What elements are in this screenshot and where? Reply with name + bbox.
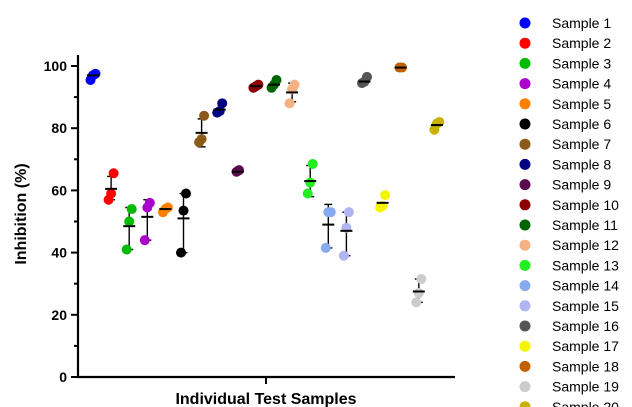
legend-label: Sample 10 xyxy=(552,197,619,213)
legend-label: Sample 13 xyxy=(552,257,619,273)
legend-marker xyxy=(519,381,531,393)
legend-label: Sample 2 xyxy=(552,35,611,51)
legend-marker xyxy=(519,57,531,69)
data-point xyxy=(253,79,264,90)
legend-marker xyxy=(519,320,531,332)
data-point xyxy=(343,207,354,218)
data-point xyxy=(302,188,313,199)
data-point xyxy=(121,244,132,255)
legend-label: Sample 18 xyxy=(552,358,619,374)
y-tick-label-0: 0 xyxy=(59,369,67,385)
data-point xyxy=(196,134,207,145)
data-marks xyxy=(85,62,445,308)
data-point xyxy=(90,68,101,79)
data-point xyxy=(307,158,318,169)
legend-marker xyxy=(519,37,531,49)
legend-label: Sample 11 xyxy=(552,217,618,233)
y-tick-label-20: 20 xyxy=(51,307,67,323)
x-axis-title: Individual Test Samples xyxy=(175,391,356,407)
legend-marker xyxy=(519,340,531,352)
legend: Sample 1 Sample 2 Sample 3 Sample 4 Sample 5… xyxy=(519,15,619,407)
data-point xyxy=(124,216,135,227)
y-axis-title: Inhibition (%) xyxy=(13,163,30,264)
data-point xyxy=(411,297,422,308)
legend-marker xyxy=(519,179,531,191)
data-point xyxy=(289,79,300,90)
data-point xyxy=(416,274,427,285)
data-point xyxy=(305,177,316,188)
legend-label: Sample 3 xyxy=(552,55,611,71)
data-point xyxy=(108,168,119,179)
legend-label: Sample 12 xyxy=(552,237,619,253)
legend-marker xyxy=(519,219,531,231)
data-point xyxy=(380,190,391,201)
data-point xyxy=(106,188,117,199)
legend-label: Sample 20 xyxy=(552,399,619,407)
legend-marker xyxy=(519,118,531,130)
y-tick-label-80: 80 xyxy=(51,120,67,136)
legend-label: Sample 6 xyxy=(552,116,611,132)
legend-marker xyxy=(519,401,531,407)
legend-marker xyxy=(519,199,531,211)
legend-marker xyxy=(519,360,531,372)
legend-label: Sample 9 xyxy=(552,177,611,193)
legend-label: Sample 8 xyxy=(552,156,611,172)
y-axis-ticks: 0 20 40 60 80 100 xyxy=(44,58,78,385)
data-point xyxy=(199,110,210,121)
legend-marker xyxy=(519,158,531,170)
legend-label: Sample 1 xyxy=(552,15,611,31)
legend-marker xyxy=(519,98,531,110)
legend-label: Sample 5 xyxy=(552,96,611,112)
data-point xyxy=(139,235,150,246)
data-point xyxy=(413,288,424,299)
data-point xyxy=(325,207,336,218)
data-point xyxy=(271,74,282,85)
legend-marker xyxy=(519,280,531,292)
y-tick-label-40: 40 xyxy=(51,245,67,261)
legend-label: Sample 17 xyxy=(552,338,619,354)
legend-label: Sample 19 xyxy=(552,379,619,395)
legend-marker xyxy=(519,300,531,312)
data-point xyxy=(284,98,295,109)
data-point xyxy=(144,197,155,208)
legend-label: Sample 15 xyxy=(552,298,619,314)
legend-marker xyxy=(519,259,531,271)
legend-label: Sample 7 xyxy=(552,136,611,152)
legend-label: Sample 14 xyxy=(552,278,619,294)
data-point xyxy=(234,165,245,176)
data-point xyxy=(217,98,228,109)
y-tick-label-100: 100 xyxy=(44,58,68,74)
legend-label: Sample 4 xyxy=(552,76,611,92)
data-point xyxy=(176,247,186,258)
data-point xyxy=(362,71,372,82)
data-point xyxy=(338,250,349,261)
data-point xyxy=(181,188,191,199)
data-point xyxy=(126,204,137,215)
legend-label: Sample 16 xyxy=(552,318,619,334)
legend-marker xyxy=(519,17,531,29)
y-tick-label-60: 60 xyxy=(51,182,67,198)
legend-marker xyxy=(519,78,531,90)
data-point xyxy=(178,205,189,216)
data-point xyxy=(162,202,173,213)
legend-marker xyxy=(519,239,531,251)
data-point xyxy=(320,242,331,253)
legend-marker xyxy=(519,138,531,150)
